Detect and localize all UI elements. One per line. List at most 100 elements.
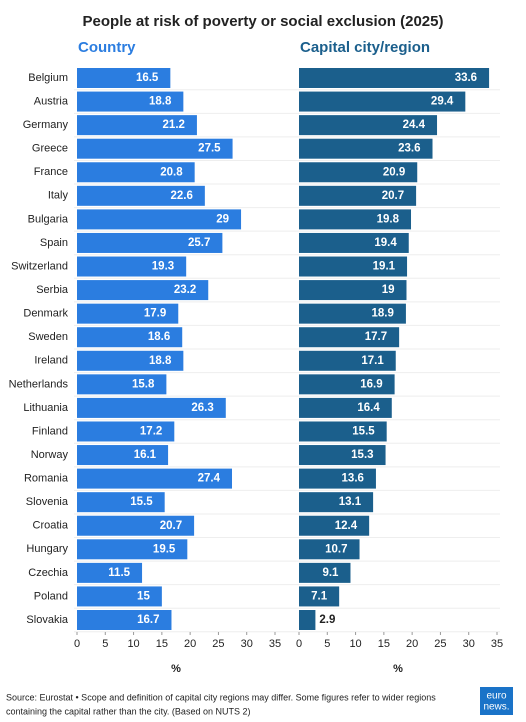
bar xyxy=(77,303,179,324)
x-tick-label: 0 xyxy=(296,638,302,650)
value-label: 22.6 xyxy=(170,190,192,202)
category-label: Poland xyxy=(34,590,68,602)
value-label: 17.1 xyxy=(361,355,384,367)
bar xyxy=(299,232,409,253)
value-label: 9.1 xyxy=(322,567,339,579)
value-label: 20.9 xyxy=(383,166,405,178)
category-label: Croatia xyxy=(33,520,69,532)
value-label: 15 xyxy=(137,590,150,602)
value-label: 19.5 xyxy=(153,543,176,555)
value-label: 19.1 xyxy=(373,261,396,273)
bar xyxy=(299,445,386,466)
category-label: Belgium xyxy=(28,72,68,84)
value-label: 19.8 xyxy=(377,213,400,225)
x-tick-label: 35 xyxy=(269,638,281,650)
category-label: Czechia xyxy=(28,567,69,579)
category-label: Switzerland xyxy=(11,260,68,272)
value-label: 10.7 xyxy=(325,543,347,555)
bar xyxy=(77,256,187,277)
value-label: 23.6 xyxy=(398,143,420,155)
bar xyxy=(299,515,370,536)
source-note: containing the capital rather than the c… xyxy=(6,706,250,716)
value-label: 16.9 xyxy=(360,378,382,390)
bar xyxy=(299,492,374,513)
bar xyxy=(299,162,418,183)
value-label: 26.3 xyxy=(191,402,213,414)
value-label: 33.6 xyxy=(455,72,477,84)
value-label: 15.5 xyxy=(130,496,153,508)
value-label: 15.3 xyxy=(351,449,373,461)
value-label: 24.4 xyxy=(403,119,426,131)
bar xyxy=(299,468,376,489)
value-label: 18.8 xyxy=(149,355,172,367)
value-label: 21.2 xyxy=(163,119,185,131)
bar xyxy=(299,115,438,136)
x-tick-label: 30 xyxy=(463,638,475,650)
category-label: Netherlands xyxy=(9,378,69,390)
category-label: Slovakia xyxy=(26,614,68,626)
bar xyxy=(77,562,143,583)
category-label: Sweden xyxy=(28,331,68,343)
bar xyxy=(299,350,396,371)
x-tick-label: 35 xyxy=(491,638,503,650)
category-label: Austria xyxy=(34,95,69,107)
bar xyxy=(299,374,395,395)
bar xyxy=(77,115,197,136)
bar xyxy=(299,610,316,630)
value-label: 17.9 xyxy=(144,308,166,320)
value-label: 29 xyxy=(216,213,229,225)
value-label: 13.6 xyxy=(342,473,364,485)
category-label: Spain xyxy=(40,237,68,249)
category-label: Germany xyxy=(23,119,69,131)
bar xyxy=(77,397,226,418)
category-label: Norway xyxy=(31,449,69,461)
value-label: 19.3 xyxy=(152,261,174,273)
bar xyxy=(77,91,184,112)
chart-title: People at risk of poverty or social excl… xyxy=(83,13,444,30)
value-label: 27.4 xyxy=(198,473,221,485)
bar xyxy=(77,586,162,607)
value-label: 18.8 xyxy=(149,96,172,108)
bar xyxy=(299,68,490,88)
bar xyxy=(77,232,223,253)
bar xyxy=(77,492,165,513)
value-label: 2.9 xyxy=(319,614,335,626)
value-label: 7.1 xyxy=(311,590,328,602)
category-label: Romania xyxy=(24,473,69,485)
x-axis-label: % xyxy=(393,663,403,675)
x-tick-label: 10 xyxy=(349,638,361,650)
bar xyxy=(77,445,169,466)
bar xyxy=(77,68,171,88)
x-axis-label: % xyxy=(171,663,181,675)
source-note: Source: Eurostat • Scope and definition … xyxy=(6,692,436,702)
x-tick-label: 0 xyxy=(74,638,80,650)
x-tick-label: 25 xyxy=(434,638,446,650)
x-tick-label: 20 xyxy=(184,638,196,650)
bar xyxy=(77,515,195,536)
category-label: Slovenia xyxy=(26,496,69,508)
value-label: 12.4 xyxy=(335,520,358,532)
legend-label: Capital city/region xyxy=(300,39,430,56)
bar xyxy=(299,91,466,112)
bar xyxy=(77,162,195,183)
legend-label: Country xyxy=(78,39,136,56)
value-label: 17.7 xyxy=(365,331,387,343)
bar xyxy=(299,280,407,301)
category-label: Hungary xyxy=(26,543,68,555)
value-label: 15.8 xyxy=(132,378,155,390)
category-label: Bulgaria xyxy=(28,213,69,225)
x-tick-label: 20 xyxy=(406,638,418,650)
value-label: 19.4 xyxy=(374,237,397,249)
value-label: 16.4 xyxy=(357,402,380,414)
value-label: 23.2 xyxy=(174,284,196,296)
category-label: Finland xyxy=(32,425,68,437)
bar xyxy=(299,421,387,442)
category-label: Denmark xyxy=(23,308,68,320)
value-label: 19 xyxy=(382,284,395,296)
x-tick-label: 25 xyxy=(212,638,224,650)
value-label: 25.7 xyxy=(188,237,210,249)
value-label: 13.1 xyxy=(339,496,362,508)
bar xyxy=(299,327,400,348)
category-label: Greece xyxy=(32,143,68,155)
bar xyxy=(77,280,209,301)
